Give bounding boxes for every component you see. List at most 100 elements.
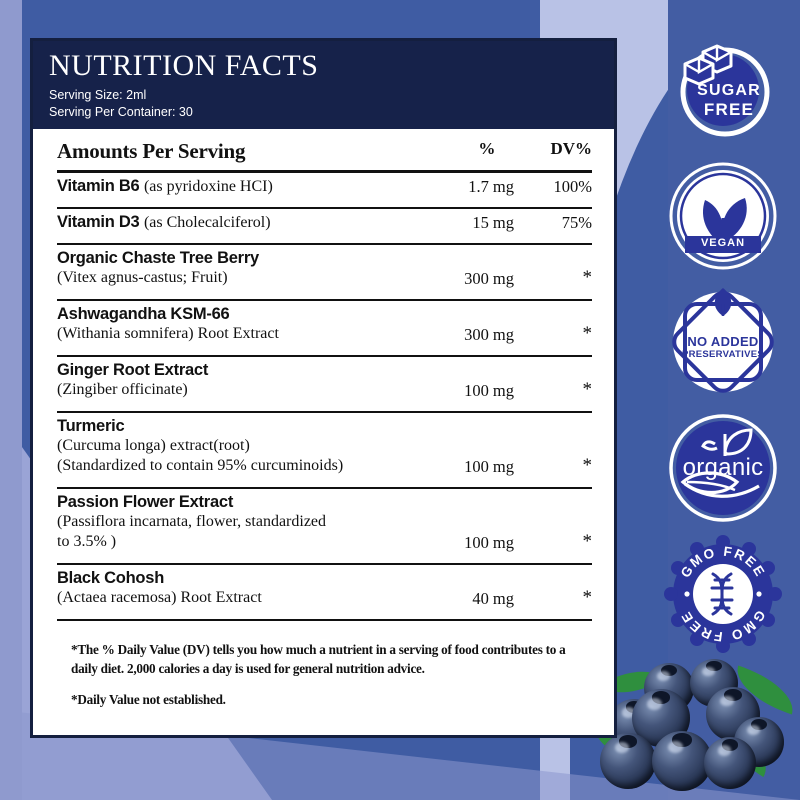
nutrition-row: Vitamin B6 (as pyridoxine HCI) 1.7 mg 100% <box>57 177 592 197</box>
amount-value: 300 <box>464 325 489 344</box>
row-divider <box>57 355 592 357</box>
table-row: Vitamin B6 (as pyridoxine HCI) 1.7 mg 100% <box>57 177 592 197</box>
ingredient-name: Passion Flower Extract <box>57 493 234 511</box>
nutrition-row: Ashwagandha KSM-66 (Withania somnifera) R… <box>57 305 592 345</box>
table-header-row: Amounts Per Serving % DV% <box>57 139 592 167</box>
amount-unit: mg <box>492 325 514 344</box>
table-row: Vitamin D3 (as Cholecalciferol) 15 mg 75% <box>57 213 592 233</box>
ingredient-name: Vitamin B6 <box>57 177 140 195</box>
amount-unit: mg <box>492 381 514 400</box>
ingredient-descriptor: (Actaea racemosa) Root Extract <box>57 589 262 607</box>
nutrition-row: Turmeric (Curcuma longa) extract(root) (St… <box>57 417 592 477</box>
table-row: Organic Chaste Tree Berry (Vitex agnus-ca… <box>57 249 592 289</box>
row-divider <box>57 619 592 621</box>
row-divider <box>57 299 592 301</box>
row-spacer <box>57 609 592 616</box>
badge-sugar-free[interactable]: SUGAR FREE <box>663 30 783 150</box>
ingredient-descriptor: (Vitex agnus-castus; Fruit) <box>57 269 228 287</box>
row-spacer <box>57 345 592 352</box>
ingredient-name: Turmeric <box>57 417 125 435</box>
table-row: Turmeric (Curcuma longa) extract(root) (St… <box>57 417 592 477</box>
serving-size: Serving Size: 2ml <box>49 88 147 102</box>
nutrition-table: Amounts Per Serving % DV% <box>57 139 592 167</box>
ingredient-descriptor: (Passiflora incarnata, flower, standardi… <box>57 513 327 531</box>
ingredient-name: Organic Chaste Tree Berry <box>57 249 259 267</box>
row-divider <box>57 411 592 413</box>
amount-cell: 300 mg <box>418 305 530 345</box>
dv-value: * <box>582 323 593 344</box>
ingredient-cell: Passion Flower Extract (Passiflora incarn… <box>57 493 418 553</box>
column-header-amounts: Amounts Per Serving <box>57 139 246 163</box>
amount-cell: 100 mg <box>418 361 530 401</box>
nutrition-row: Passion Flower Extract (Passiflora incarn… <box>57 493 592 553</box>
dv-value: * <box>582 267 593 288</box>
amount-cell: 40 mg <box>418 569 530 609</box>
dv-value: * <box>582 455 593 476</box>
row-spacer <box>57 477 592 484</box>
amount-value: 100 <box>464 381 489 400</box>
ingredient-descriptor: (Curcuma longa) extract(root) <box>57 437 250 455</box>
table-row: Passion Flower Extract (Passiflora incarn… <box>57 493 592 553</box>
amount-cell: 15 mg <box>418 213 530 233</box>
ingredient-cell: Turmeric (Curcuma longa) extract(root) (St… <box>57 417 418 477</box>
amount-cell: 1.7 mg <box>418 177 530 197</box>
ingredient-descriptor: (Withania somnifera) Root Extract <box>57 325 279 343</box>
card-body: Amounts Per Serving % DV% Vitamin B6 (as… <box>33 129 614 710</box>
dv-cell: * <box>530 305 593 345</box>
amount-cell: 100 mg <box>418 417 530 477</box>
row-spacer <box>57 197 592 204</box>
badge-gmo-free[interactable]: GMO FREE GMO FREE <box>663 534 783 654</box>
table-row: Ashwagandha KSM-66 (Withania somnifera) R… <box>57 305 592 345</box>
ingredient-name: Ginger Root Extract <box>57 361 209 379</box>
dv-cell: * <box>530 417 593 477</box>
footnote-daily-value: *The % Daily Value (DV) tells you how mu… <box>71 642 566 676</box>
dv-value: * <box>582 379 593 400</box>
ingredient-name: Ashwagandha KSM-66 <box>57 305 230 323</box>
dv-cell: * <box>530 361 593 401</box>
ingredient-descriptor: (as pyridoxine HCI) <box>143 178 273 195</box>
serving-per-container: Serving Per Container: 30 <box>49 104 193 119</box>
row-divider <box>57 563 592 565</box>
amount-cell: 100 mg <box>418 493 530 553</box>
ingredient-cell: Vitamin B6 (as pyridoxine HCI) <box>57 177 418 197</box>
footnote-not-established: *Daily Value not established. <box>71 692 226 708</box>
nutrition-table-body: Amounts Per Serving % DV% <box>57 139 592 167</box>
badge-vegan[interactable]: VEGAN <box>663 156 783 276</box>
organic-icon <box>669 414 777 522</box>
ingredient-name: Black Cohosh <box>57 569 165 587</box>
berry <box>704 737 756 789</box>
berry <box>600 733 656 789</box>
badge-no-added-preservatives[interactable]: NO ADDED PRESERVATIVES <box>663 282 783 402</box>
berry <box>652 731 712 791</box>
table-row: Ginger Root Extract (Zingiber officinate)… <box>57 361 592 401</box>
nutrition-rows: Vitamin B6 (as pyridoxine HCI) 1.7 mg 100% V… <box>57 170 592 621</box>
sugar-free-icon <box>680 44 770 137</box>
nutrition-facts-card: NUTRITION FACTS Serving Size: 2ml Servin… <box>30 38 617 738</box>
column-header-dv: DV% <box>550 139 592 158</box>
row-spacer <box>57 401 592 408</box>
certification-badges: SUGAR FREE VEGAN <box>655 30 795 660</box>
table-row: Black Cohosh (Actaea racemosa) Root Extra… <box>57 569 592 609</box>
amount-unit: mg <box>492 457 514 476</box>
badge-organic[interactable]: organic <box>663 408 783 528</box>
amount-cell: 300 mg <box>418 249 530 289</box>
row-spacer <box>57 553 592 560</box>
ingredient-descriptor-2: (Standardized to contain 95% curcuminoid… <box>57 456 344 474</box>
dv-value: * <box>582 587 593 608</box>
ingredient-descriptor: (as Cholecalciferol) <box>143 214 271 231</box>
amount-unit: mg <box>492 213 514 232</box>
amount-value: 40 <box>472 589 489 608</box>
nutrition-row: Vitamin D3 (as Cholecalciferol) 15 mg 75% <box>57 213 592 233</box>
nutrition-row: Ginger Root Extract (Zingiber officinate)… <box>57 361 592 401</box>
dv-cell: * <box>530 569 593 609</box>
dv-value: 100% <box>553 177 593 196</box>
row-spacer <box>57 289 592 296</box>
amount-value: 100 <box>464 457 489 476</box>
row-divider <box>57 243 592 245</box>
gmo-free-icon: GMO FREE GMO FREE <box>664 535 782 653</box>
ingredient-descriptor: (Zingiber officinate) <box>57 381 188 399</box>
no-added-preservatives-icon <box>672 288 774 393</box>
amount-value: 1.7 <box>468 177 489 196</box>
dv-value: 75% <box>561 213 592 232</box>
